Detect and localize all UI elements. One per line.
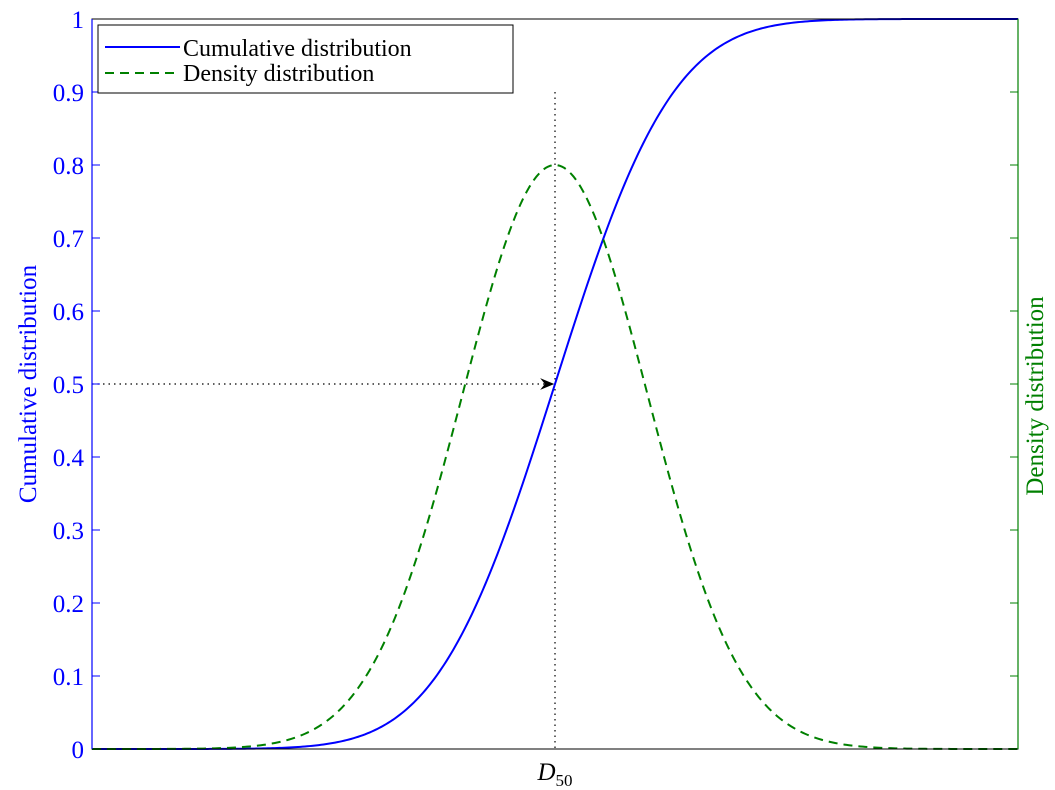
plot-area xyxy=(92,18,1018,750)
y-tick-label-left-6: 0.6 xyxy=(53,299,84,326)
y-tick-label-left-4: 0.4 xyxy=(53,445,85,472)
y-ticks-left: 0 0.1 0.2 0.3 0.4 0.5 0.6 0.7 0.8 0.9 1 xyxy=(53,7,100,764)
y-tick-label-left-5: 0.5 xyxy=(53,372,84,399)
y-axis-title-right: Density distribution xyxy=(1022,296,1049,496)
d50-main: D xyxy=(536,759,555,786)
legend-label-density: Density distribution xyxy=(183,61,374,87)
legend-box xyxy=(97,24,514,94)
y-tick-label-left-2: 0.2 xyxy=(53,591,84,618)
y-tick-label-left-3: 0.3 xyxy=(53,518,84,545)
legend: Cumulative distribution Density distribu… xyxy=(97,24,514,94)
x-marker-d50-label: D50 xyxy=(536,759,572,790)
y-tick-label-left-10: 1 xyxy=(72,7,85,34)
y-axis-title-left: Cumulative distribution xyxy=(15,264,42,503)
y-ticks-right xyxy=(1010,91,1018,677)
y-tick-label-left-8: 0.8 xyxy=(53,153,84,180)
d50-subscript: 50 xyxy=(556,771,573,790)
y-tick-label-left-9: 0.9 xyxy=(53,80,84,107)
series-line-density xyxy=(92,163,1018,750)
y-tick-label-left-7: 0.7 xyxy=(53,226,84,253)
y-tick-label-left-1: 0.1 xyxy=(53,664,84,691)
y-tick-label-left-0: 0 xyxy=(72,737,85,764)
legend-label-cumulative: Cumulative distribution xyxy=(183,36,412,62)
